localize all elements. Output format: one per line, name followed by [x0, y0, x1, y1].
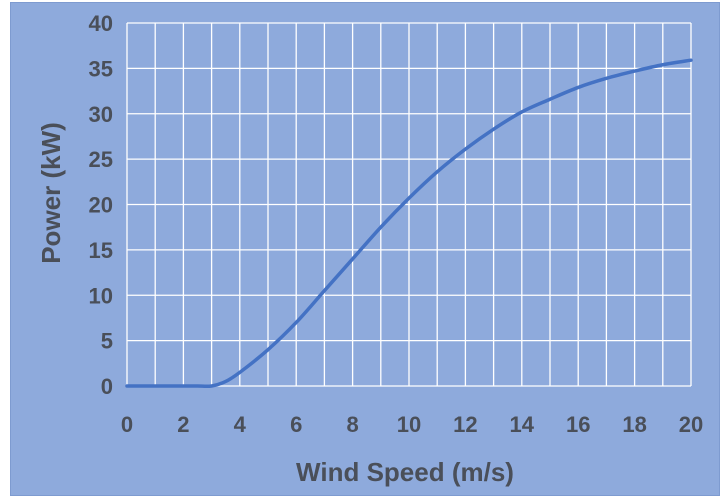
y-tick-labels: 0 5 10 15 20 25 30 35 40	[89, 11, 113, 399]
y-tick-label: 0	[101, 374, 113, 399]
grid-lines	[126, 22, 692, 387]
x-axis-label: Wind Speed (m/s)	[296, 457, 514, 487]
x-tick-label: 18	[622, 412, 646, 437]
x-tick-label: 8	[346, 412, 358, 437]
y-tick-label: 30	[89, 102, 113, 127]
chart-area: 0 5 10 15 20 25 30 35 40 0 2 4 6 8 10 12 14 16 18 20 Wind …	[10, 2, 720, 496]
x-tick-label: 6	[290, 412, 302, 437]
x-tick-label: 16	[566, 412, 590, 437]
x-tick-label: 2	[177, 412, 189, 437]
x-tick-label: 0	[121, 412, 133, 437]
y-tick-label: 5	[101, 329, 113, 354]
chart-svg: 0 5 10 15 20 25 30 35 40 0 2 4 6 8 10 12 14 16 18 20 Wind …	[36, 11, 703, 487]
y-tick-label: 20	[89, 193, 113, 218]
y-tick-label: 40	[89, 11, 113, 36]
x-tick-label: 20	[679, 412, 703, 437]
y-tick-label: 35	[89, 56, 113, 81]
x-tick-label: 4	[234, 412, 247, 437]
x-tick-labels: 0 2 4 6 8 10 12 14 16 18 20	[121, 412, 703, 437]
x-tick-label: 10	[397, 412, 421, 437]
x-tick-label: 14	[510, 412, 535, 437]
series-layer	[125, 58, 693, 389]
y-tick-label: 15	[89, 238, 113, 263]
y-tick-label: 10	[89, 283, 113, 308]
power-curve-line	[125, 58, 693, 389]
y-axis-label: Power (kW)	[36, 122, 66, 264]
y-tick-label: 25	[89, 147, 113, 172]
x-tick-label: 12	[453, 412, 477, 437]
